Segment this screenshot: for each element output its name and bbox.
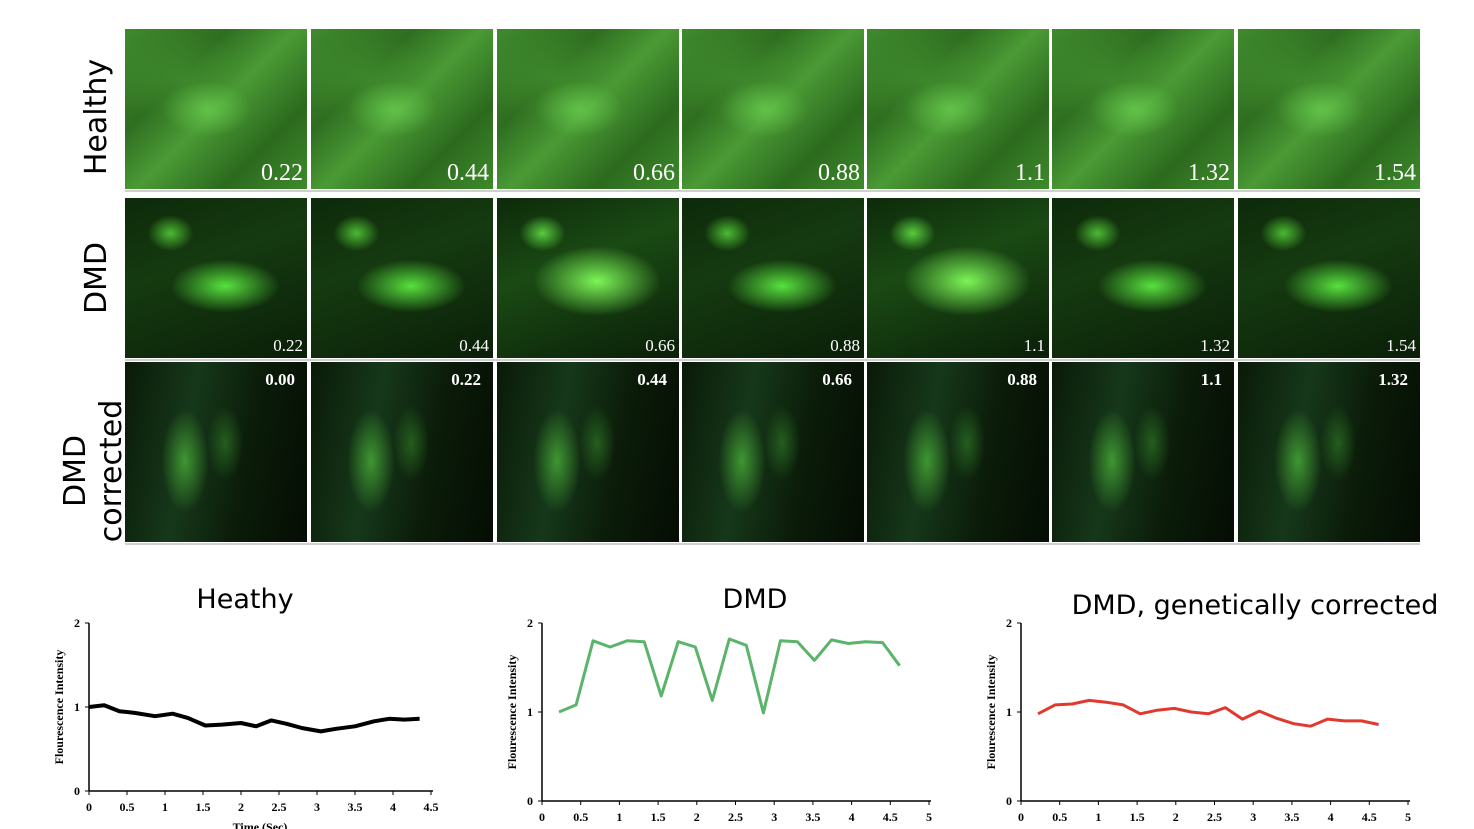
y-tick-label: 1 [1006,705,1012,719]
time-stamp: 0.44 [447,160,489,186]
time-stamp: 0.22 [451,370,481,389]
chart-title-dmd-corrected: DMD, genetically corrected [1071,590,1439,621]
x-tick-label: 4.5 [1362,810,1377,824]
x-tick-label: 0.5 [120,800,135,814]
time-stamp: 0.88 [1007,370,1037,389]
series-line [1037,698,1379,728]
micrograph-h-3: 0.88 [682,29,864,189]
micrograph-h-2: 0.66 [497,29,679,189]
row-separator [125,543,1420,545]
y-axis-label: Flourescence Intensity [52,650,66,765]
x-tick-label: 2.5 [728,810,743,824]
time-stamp: 1.1 [1015,160,1045,186]
x-tick-label: 3 [314,800,320,814]
x-tick-label: 0 [539,810,545,824]
x-tick-label: 4 [849,810,855,824]
x-tick-label: 3 [1250,810,1256,824]
micrograph-c-6: 1.32 [1238,362,1420,542]
time-stamp: 1.54 [1386,336,1416,355]
micrograph-c-5: 1.1 [1052,362,1234,542]
time-stamp: 0.66 [645,336,675,355]
x-tick-label: 4.5 [883,810,898,824]
x-tick-label: 0.5 [573,810,588,824]
y-tick-label: 0 [74,784,80,798]
series-line [88,703,420,734]
micrograph-d-5: 1.32 [1052,198,1234,358]
micrograph-h-6: 1.54 [1238,29,1420,189]
y-tick-label: 2 [74,616,80,630]
x-tick-label: 4 [1328,810,1334,824]
series-line [558,637,901,715]
time-stamp: 0.88 [818,160,860,186]
x-tick-label: 2 [1173,810,1179,824]
x-tick-label: 3.5 [1284,810,1299,824]
time-stamp: 1.32 [1200,336,1230,355]
y-axis-label: Flourescence Intensity [984,655,998,770]
time-stamp: 0.22 [261,160,303,186]
x-tick-label: 3 [771,810,777,824]
micrograph-c-0: 0.00 [125,362,307,542]
x-tick-label: 1.5 [1130,810,1145,824]
chart-title-dmd: DMD [722,584,788,615]
y-tick-label: 1 [74,700,80,714]
y-tick-label: 0 [1006,794,1012,808]
x-tick-label: 2.5 [1207,810,1222,824]
x-tick-label: 1 [1095,810,1101,824]
x-tick-label: 5 [1405,810,1411,824]
y-tick-label: 0 [527,794,533,808]
y-tick-label: 2 [1006,616,1012,630]
time-stamp: 0.44 [459,336,489,355]
time-stamp: 1.1 [1023,336,1045,355]
micrograph-h-1: 0.44 [311,29,493,189]
time-stamp: 0.00 [265,370,295,389]
y-tick-label: 2 [527,616,533,630]
x-tick-label: 2 [694,810,700,824]
micrograph-d-6: 1.54 [1238,198,1420,358]
y-tick-label: 1 [527,705,533,719]
x-tick-label: 1 [616,810,622,824]
micrograph-h-4: 1.1 [867,29,1049,189]
micrograph-d-1: 0.44 [311,198,493,358]
time-stamp: 1.1 [1200,370,1222,389]
time-stamp: 0.66 [633,160,675,186]
micrograph-d-2: 0.66 [497,198,679,358]
x-tick-label: 5 [926,810,932,824]
line-charts: 0 1 2 0 0.5 1 1.5 2 2.5 3 3.5 4 4.5 Flourescence Inte… [52,616,1411,829]
row-separator [125,190,1420,192]
x-tick-label: 0.5 [1052,810,1067,824]
micrograph-d-0: 0.22 [125,198,307,358]
time-stamp: 0.22 [273,336,303,355]
time-stamp: 0.66 [822,370,852,389]
micrograph-d-3: 0.88 [682,198,864,358]
x-axis-label: Time (Sec) [233,820,288,829]
x-tick-label: 0 [1018,810,1024,824]
microscopy-grid: 0.22 0.44 0.66 0.88 1.1 1.32 1.54 0.22 0.44 0.66 0… [125,29,1420,545]
time-stamp: 0.88 [830,336,860,355]
micrograph-c-3: 0.66 [682,362,864,542]
time-stamp: 1.54 [1374,160,1416,186]
micrograph-d-4: 1.1 [867,198,1049,358]
x-tick-label: 3.5 [348,800,363,814]
row-separator [125,359,1420,361]
x-tick-label: 0 [86,800,92,814]
micrograph-c-4: 0.88 [867,362,1049,542]
x-tick-label: 4 [390,800,396,814]
x-tick-label: 4.5 [424,800,439,814]
x-tick-label: 2 [238,800,244,814]
micrograph-h-5: 1.32 [1052,29,1234,189]
time-stamp: 0.44 [637,370,667,389]
time-stamp: 1.32 [1378,370,1408,389]
micrograph-c-1: 0.22 [311,362,493,542]
x-tick-label: 1.5 [651,810,666,824]
chart-title-healthy: Heathy [196,584,294,615]
x-tick-label: 2.5 [272,800,287,814]
x-tick-label: 1 [162,800,168,814]
x-tick-label: 3.5 [805,810,820,824]
micrograph-c-2: 0.44 [497,362,679,542]
y-axis-label: Flourescence Intensity [505,655,519,770]
x-tick-label: 1.5 [196,800,211,814]
micrograph-h-0: 0.22 [125,29,307,189]
time-stamp: 1.32 [1188,160,1230,186]
